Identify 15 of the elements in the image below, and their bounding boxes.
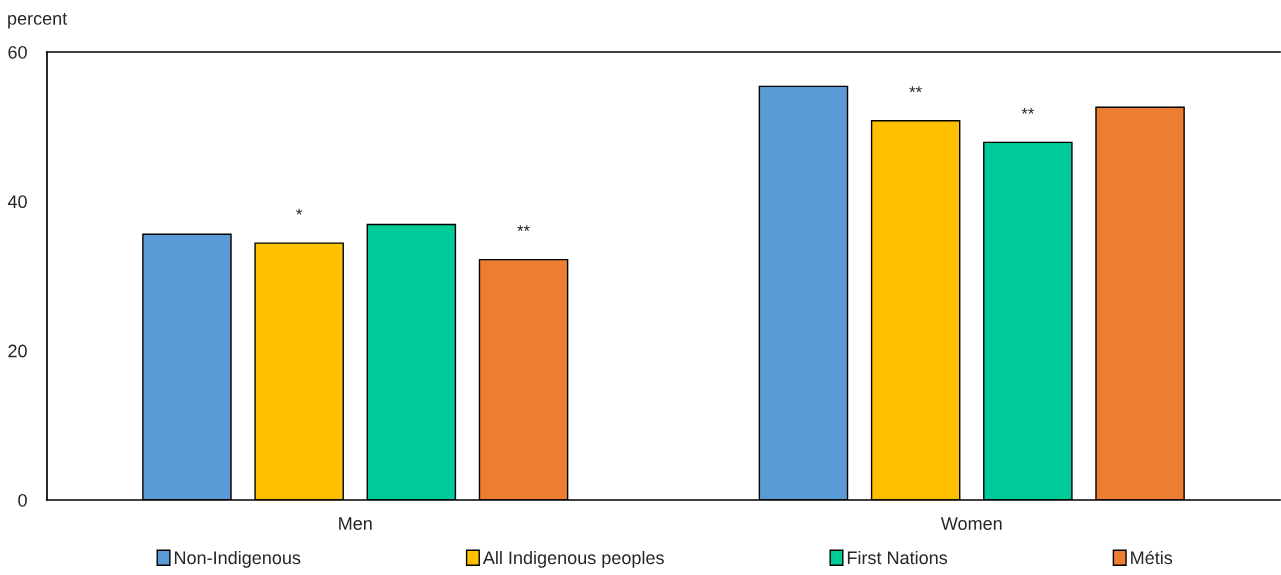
- x-tick-label: Men: [339, 517, 372, 530]
- data-label: *: [296, 208, 303, 215]
- y-axis-title: percent: [8, 13, 68, 29]
- data-label: **: [517, 225, 530, 232]
- y-tick-label: 20: [8, 344, 27, 358]
- legend-label: Non-Indigenous: [174, 550, 301, 568]
- legend-label: All Indigenous peoples: [482, 550, 664, 568]
- data-label: **: [909, 86, 922, 93]
- y-tick-label: 0: [18, 493, 27, 507]
- data-label: **: [1021, 107, 1035, 114]
- x-tick-label: Women: [940, 517, 1002, 530]
- legend-label: First Nations: [847, 550, 948, 565]
- y-tick-label: 40: [7, 195, 27, 209]
- legend-label: Métis: [1131, 550, 1173, 565]
- y-tick-label: 60: [8, 45, 27, 59]
